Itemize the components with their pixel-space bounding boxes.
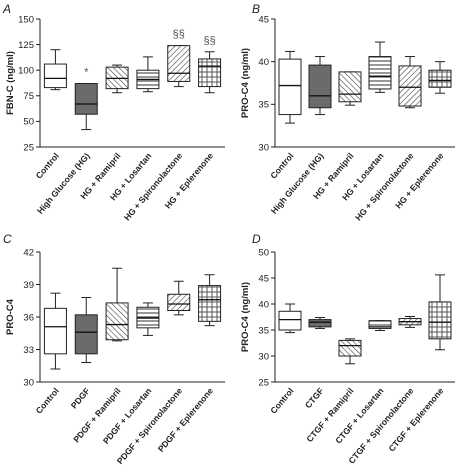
box-iqr bbox=[74, 83, 98, 115]
significance-marker: * bbox=[84, 67, 89, 79]
box-iqr bbox=[167, 45, 191, 82]
box-4 bbox=[368, 41, 392, 93]
panel-d: D 25 30 35 40 45 50 PRO-C4 (ng/ml) Control CTGF CT… bbox=[240, 232, 455, 466]
y-tick-label: 25 bbox=[23, 142, 34, 153]
y-tick-label: 150 bbox=[18, 14, 34, 25]
box-5 bbox=[398, 56, 422, 109]
y-tick-label: 45 bbox=[258, 14, 269, 25]
x-category-label: HG + Spironolactone bbox=[122, 151, 185, 223]
box-3 bbox=[105, 64, 129, 94]
panel-label: D bbox=[252, 232, 261, 246]
y-tick-label: 50 bbox=[258, 247, 269, 258]
y-tick-label: 100 bbox=[18, 66, 34, 77]
x-category-label: CTGF + Eplerenone bbox=[386, 386, 445, 454]
y-tick-label: 125 bbox=[18, 40, 34, 51]
x-category-label: CTGF bbox=[303, 386, 326, 410]
box-iqr bbox=[198, 58, 222, 88]
y-tick-label: 45 bbox=[258, 273, 269, 284]
panel-a: A 25 50 75 100 125 150 FBN-C (ng/ml) * §§ §§ Contro… bbox=[2, 2, 225, 223]
box-1 bbox=[278, 303, 302, 334]
y-axis-title: PRO-C4 (ng/ml) bbox=[240, 48, 251, 118]
box-2 bbox=[308, 317, 332, 329]
box-2 bbox=[74, 297, 98, 363]
box-5 bbox=[167, 280, 191, 316]
x-category-label: PDGF + Eplerenone bbox=[156, 386, 216, 454]
y-tick-label: 40 bbox=[258, 57, 269, 68]
y-tick-label: 39 bbox=[23, 280, 34, 291]
y-tick-label: 30 bbox=[258, 351, 269, 362]
box-4 bbox=[368, 320, 392, 332]
box-iqr bbox=[278, 310, 302, 331]
box-1 bbox=[278, 50, 302, 124]
significance-marker: §§ bbox=[173, 29, 185, 41]
box-iqr bbox=[428, 301, 452, 340]
box-3 bbox=[338, 338, 362, 365]
box-6 bbox=[198, 274, 222, 327]
x-category-label: High Glucose (HG) bbox=[35, 151, 92, 216]
box-iqr bbox=[43, 63, 67, 89]
box-5 bbox=[167, 45, 191, 88]
panel-label: B bbox=[252, 2, 260, 16]
x-category-label: High Glucose (HG) bbox=[269, 151, 326, 216]
y-tick-label: 35 bbox=[258, 325, 269, 336]
x-category-label: Control bbox=[34, 386, 61, 416]
box-4 bbox=[136, 56, 160, 93]
y-tick-label: 42 bbox=[23, 247, 34, 258]
x-category-label: Control bbox=[34, 151, 61, 181]
panel-label: A bbox=[2, 2, 11, 16]
box-iqr bbox=[43, 307, 67, 355]
box-1 bbox=[43, 292, 67, 370]
panel-label: C bbox=[3, 232, 12, 246]
box-iqr bbox=[338, 339, 362, 357]
box-2 bbox=[308, 56, 332, 116]
box-iqr bbox=[308, 319, 332, 328]
y-tick-label: 40 bbox=[258, 299, 269, 310]
x-category-label: Control bbox=[268, 151, 295, 181]
x-category-label: HG + Spironolactone bbox=[353, 151, 416, 223]
box-iqr bbox=[105, 302, 129, 341]
box-6 bbox=[428, 61, 452, 94]
box-4 bbox=[136, 302, 160, 336]
box-iqr bbox=[198, 285, 222, 322]
box-iqr bbox=[74, 314, 98, 355]
y-axis-title: FBN-C (ng/ml) bbox=[5, 51, 16, 115]
box-iqr bbox=[398, 65, 422, 107]
box-3 bbox=[105, 267, 129, 342]
box-iqr bbox=[368, 56, 392, 90]
y-tick-label: 30 bbox=[23, 377, 34, 388]
y-tick-label: 35 bbox=[258, 100, 269, 111]
x-category-label: Control bbox=[268, 386, 295, 416]
y-tick-label: 33 bbox=[23, 345, 34, 356]
box-iqr bbox=[308, 64, 332, 109]
box-iqr bbox=[167, 293, 191, 311]
y-tick-label: 36 bbox=[23, 312, 34, 323]
box-iqr bbox=[428, 69, 452, 88]
box-2 bbox=[74, 83, 98, 131]
box-iqr bbox=[338, 71, 362, 103]
box-iqr bbox=[368, 320, 392, 329]
box-1 bbox=[43, 49, 67, 91]
y-tick-label: 25 bbox=[258, 377, 269, 388]
y-tick-label: 30 bbox=[258, 142, 269, 153]
box-5 bbox=[398, 315, 422, 328]
y-axis-title: PRO-C4 bbox=[5, 298, 16, 335]
box-6 bbox=[428, 274, 452, 351]
box-iqr bbox=[278, 58, 302, 116]
x-category-label: PDGF bbox=[69, 386, 92, 411]
box-6 bbox=[198, 51, 222, 94]
y-tick-label: 50 bbox=[23, 117, 34, 128]
box-3 bbox=[338, 71, 362, 106]
y-axis-title: PRO-C4 (ng/ml) bbox=[240, 282, 251, 352]
significance-marker: §§ bbox=[203, 35, 215, 47]
y-tick-label: 75 bbox=[23, 91, 34, 102]
